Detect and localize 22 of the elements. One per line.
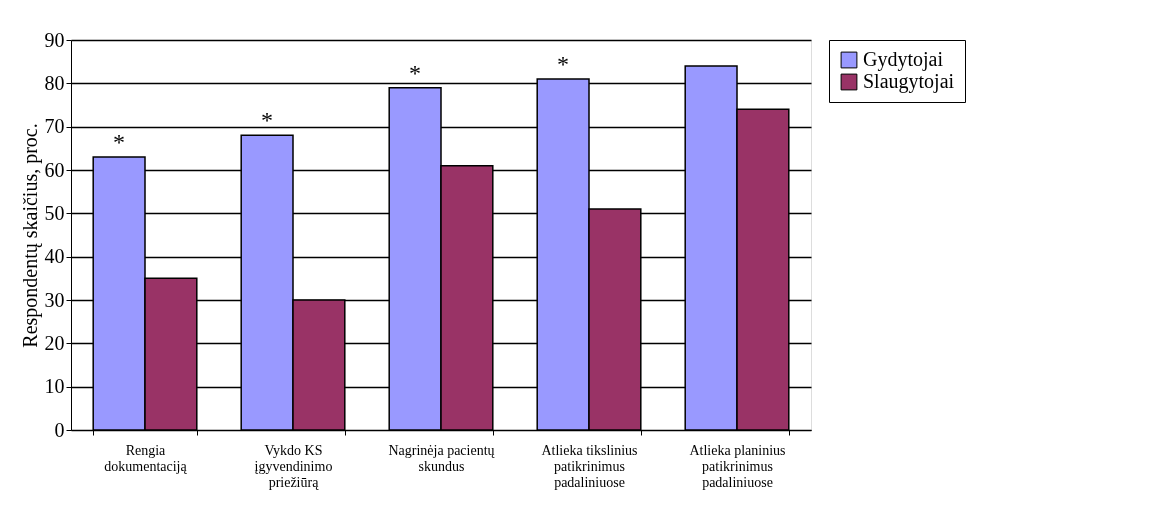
y-tick-label: 20 [44, 331, 65, 354]
y-tick-label: 90 [44, 28, 65, 51]
x-tick-label: Atlieka planinius patikrinimus padaliniuose [689, 442, 786, 490]
legend-label: Slaugytojai [863, 70, 955, 93]
y-tick-label: 10 [44, 375, 65, 398]
y-tick-label: 50 [44, 201, 65, 224]
y-axis-title: Respondentų skaičius, proc. [18, 123, 42, 348]
x-tick-label: Vykdo KS įgyvendinimo priežiūrą [254, 442, 333, 490]
x-tick-label: Nagrinėja pacientų skundus [388, 442, 495, 474]
y-tick-label: 60 [44, 158, 65, 181]
y-tick-label: 30 [44, 288, 65, 311]
x-tick-label: Rengia dokumentaciją [104, 442, 188, 474]
y-tick-label: 80 [44, 71, 65, 94]
annotation: * [261, 107, 274, 134]
y-tick-label: 70 [44, 115, 65, 138]
x-tick-label: Atlieka tikslinius patikrinimus padaliniuose [541, 442, 638, 490]
y-tick-label: 0 [54, 418, 65, 441]
annotation: * [557, 51, 570, 77]
annotation: * [113, 129, 126, 155]
y-tick-label: 40 [44, 245, 65, 268]
annotation: * [409, 59, 422, 86]
legend-label: Gydytojai [863, 48, 944, 71]
